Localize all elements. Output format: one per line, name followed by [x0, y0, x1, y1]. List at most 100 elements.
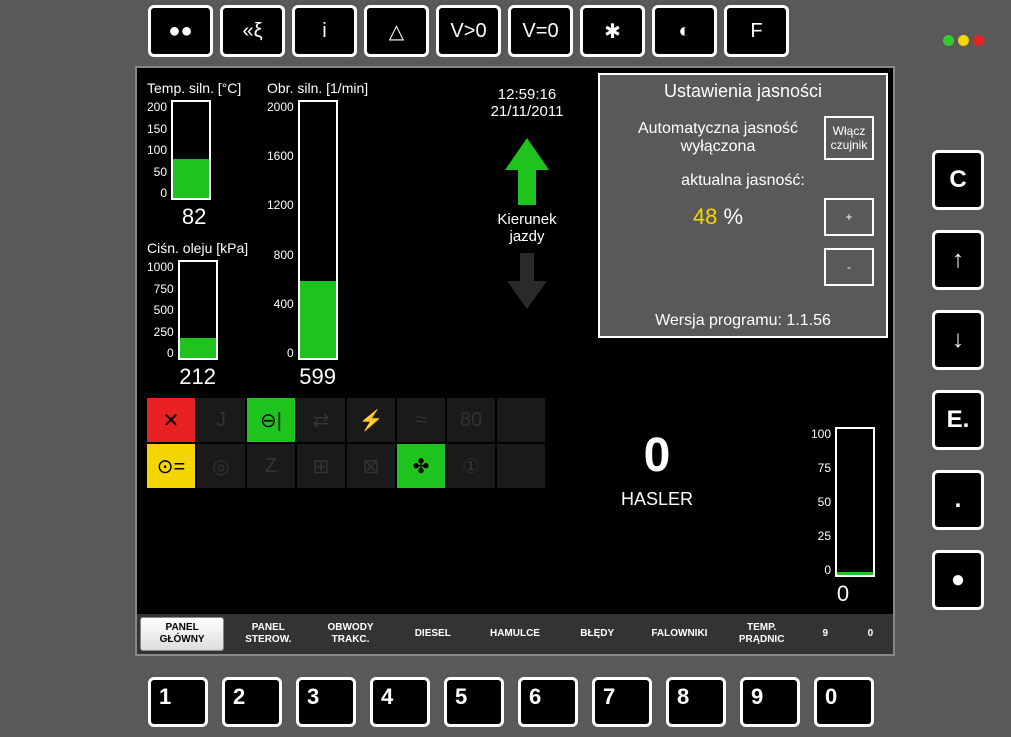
veq-icon[interactable]: V=0	[508, 5, 573, 57]
auto-brightness-text: Automatyczna jasność wyłączona	[612, 120, 824, 156]
status-light	[943, 35, 954, 46]
dot-button[interactable]: .	[932, 470, 984, 530]
numpad-6[interactable]: 6	[518, 677, 578, 727]
status-icon-2: ⊖|	[247, 398, 295, 442]
gauge-hasler-fill	[837, 572, 873, 575]
tab-6[interactable]: FALOWNIKI	[638, 624, 720, 644]
gauge-hasler: 1007550250 0	[811, 423, 875, 607]
numpad-1[interactable]: 1	[148, 677, 208, 727]
gauge-oil-ticks: 10007505002500	[147, 260, 178, 360]
tab-3[interactable]: DIESEL	[392, 624, 474, 644]
numpad-5[interactable]: 5	[444, 677, 504, 727]
brightness-popup: Ustawienia jasności Automatyczna jasność…	[598, 73, 888, 338]
clock: 12:59:16 21/11/2011	[467, 86, 587, 120]
status-light	[973, 35, 984, 46]
numpad-9[interactable]: 9	[740, 677, 800, 727]
tab-5[interactable]: BŁĘDY	[556, 624, 638, 644]
numpad-2[interactable]: 2	[222, 677, 282, 727]
e-button[interactable]: E.	[932, 390, 984, 450]
hasler-display: 0 HASLER	[597, 428, 717, 510]
status-icon-13: ✤	[397, 444, 445, 488]
status-icon-5: ≈	[397, 398, 445, 442]
gauge-rpm-fill	[300, 281, 336, 358]
gauge-rpm-title: Obr. siln. [1/min]	[267, 80, 368, 96]
status-icon-14: ①	[447, 444, 495, 488]
gauge-oil-bar	[178, 260, 218, 360]
clock-date: 21/11/2011	[467, 103, 587, 120]
f-icon[interactable]: F	[724, 5, 789, 57]
vgt-icon[interactable]: V>0	[436, 5, 501, 57]
gauge-hasler-value: 0	[811, 581, 875, 607]
numpad-4[interactable]: 4	[370, 677, 430, 727]
gauge-temp-value: 82	[147, 204, 241, 230]
numpad-3[interactable]: 3	[296, 677, 356, 727]
status-icon-9: ◎	[197, 444, 245, 488]
tab-7[interactable]: TEMP. PRĄDNIC	[721, 618, 803, 650]
status-icon-6: 80	[447, 398, 495, 442]
arrow-up-icon	[505, 138, 549, 170]
gauge-oil-title: Ciśn. oleju [kPa]	[147, 240, 248, 256]
gauge-oil-fill	[180, 338, 216, 358]
down-button[interactable]: ↓	[932, 310, 984, 370]
tab-extra-9[interactable]: 9	[803, 624, 848, 644]
gauge-temp-fill	[173, 159, 209, 198]
status-icon-11: ⊞	[297, 444, 345, 488]
numpad-row: 1234567890	[148, 677, 874, 727]
up-button[interactable]: ↑	[932, 230, 984, 290]
brightness-unit: %	[717, 204, 743, 229]
tab-extra-0[interactable]: 0	[848, 624, 893, 644]
status-icon-8: ⊙=	[147, 444, 195, 488]
right-toolbar: C ↑ ↓ E.. ●	[932, 150, 984, 610]
c-button[interactable]: C	[932, 150, 984, 210]
status-icon-15	[497, 444, 545, 488]
tab-2[interactable]: OBWODY TRAKC.	[309, 618, 391, 650]
direction-label: Kierunek jazdy	[492, 211, 562, 245]
current-brightness-label: aktualna jasność:	[612, 172, 874, 190]
gauge-temp-bar	[171, 100, 211, 200]
gauge-rpm-bar	[298, 100, 338, 360]
clock-time: 12:59:16	[467, 86, 587, 103]
hasler-value: 0	[597, 428, 717, 483]
traffic-lights	[943, 35, 984, 46]
warning-icon[interactable]: △	[364, 5, 429, 57]
numpad-0[interactable]: 0	[814, 677, 874, 727]
gauge-hasler-ticks: 1007550250	[811, 427, 835, 577]
status-icon-10: Z	[247, 444, 295, 488]
direction-indicator: Kierunek jazdy	[492, 138, 562, 309]
gauge-temp-title: Temp. siln. [°C]	[147, 80, 241, 96]
status-icon-4: ⚡	[347, 398, 395, 442]
speak-icon[interactable]: «ξ	[220, 5, 285, 57]
gauge-rpm-ticks: 2000160012008004000	[267, 100, 298, 360]
status-icon-12: ⊠	[347, 444, 395, 488]
brightness-value: 48	[693, 204, 717, 229]
star-icon[interactable]: ✱	[580, 5, 645, 57]
sensor-toggle-button[interactable]: Włącz czujnik	[824, 116, 874, 160]
popup-title: Ustawienia jasności	[600, 75, 886, 108]
gauge-rpm: Obr. siln. [1/min] 2000160012008004000 5…	[267, 80, 368, 390]
arrow-down-icon	[507, 281, 547, 309]
status-icon-1: J	[197, 398, 245, 442]
top-toolbar: ●●«ξi△V>0V=0✱◐F	[148, 5, 789, 57]
contrast-icon[interactable]: ◐	[652, 5, 717, 57]
version-text: Wersja programu: 1.1.56	[600, 306, 886, 336]
status-light	[958, 35, 969, 46]
brightness-plus-button[interactable]: +	[824, 198, 874, 236]
info-icon[interactable]: i	[292, 5, 357, 57]
gauge-temp-ticks: 200150100500	[147, 100, 171, 200]
rec-button[interactable]: ●	[932, 550, 984, 610]
gauge-rpm-value: 599	[267, 364, 368, 390]
status-icon-0: ✕	[147, 398, 195, 442]
tab-0[interactable]: PANEL GŁÓWNY	[140, 617, 224, 651]
record-icon[interactable]: ●●	[148, 5, 213, 57]
gauge-temp: Temp. siln. [°C] 200150100500 82	[147, 80, 241, 230]
arrow-down-stem	[520, 253, 534, 281]
tab-4[interactable]: HAMULCE	[474, 624, 556, 644]
status-icon-3: ⇄	[297, 398, 345, 442]
numpad-7[interactable]: 7	[592, 677, 652, 727]
tab-1[interactable]: PANEL STEROW.	[227, 618, 309, 650]
main-display: Temp. siln. [°C] 200150100500 82 Ciśn. o…	[135, 66, 895, 656]
numpad-8[interactable]: 8	[666, 677, 726, 727]
hasler-label: HASLER	[597, 489, 717, 510]
arrow-up-stem	[518, 170, 536, 205]
brightness-minus-button[interactable]: -	[824, 248, 874, 286]
